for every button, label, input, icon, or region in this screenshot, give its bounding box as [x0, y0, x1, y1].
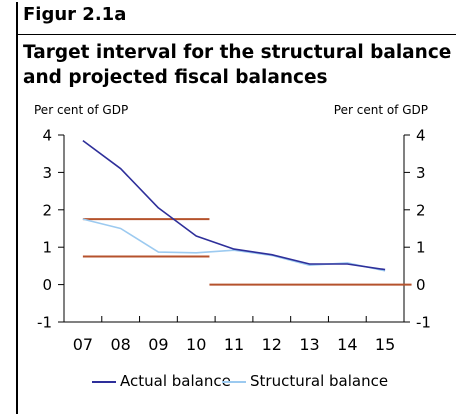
legend-item-structural: Structural balance	[222, 370, 388, 392]
y-axis-label-right: Per cent of GDP	[334, 103, 428, 117]
figure-title: Target interval for the structural balan…	[23, 40, 453, 90]
y-tick-label-left: 1	[42, 239, 52, 257]
legend-swatch-structural	[222, 380, 246, 383]
legend-label-structural: Structural balance	[250, 372, 389, 390]
y-tick-label-right: 2	[416, 201, 426, 219]
figure-title-line-1: Target interval for the structural balan…	[23, 42, 452, 63]
legend-label-actual: Actual balance	[120, 372, 231, 390]
y-axis-label-left: Per cent of GDP	[34, 103, 128, 117]
x-tick-label: 09	[148, 335, 168, 354]
y-tick-label-left: 3	[42, 164, 52, 182]
y-tick-label-right: 0	[416, 276, 426, 294]
x-tick-label: 14	[337, 335, 357, 354]
left-rule	[16, 2, 18, 414]
x-tick-label: 08	[110, 335, 130, 354]
divider-line	[16, 34, 456, 35]
x-tick-label: 07	[73, 335, 93, 354]
y-tick-label-left: 0	[42, 276, 52, 294]
x-tick-label: 10	[186, 335, 206, 354]
x-tick-label: 15	[375, 335, 395, 354]
x-tick-label: 13	[299, 335, 319, 354]
x-tick-label: 11	[224, 335, 244, 354]
y-tick-label-right: 4	[416, 127, 426, 145]
legend-item-actual: Actual balance	[92, 370, 231, 392]
y-tick-label-right: -1	[416, 314, 431, 332]
series-line-actual-balance	[82, 139, 386, 271]
x-tick-label: 12	[262, 335, 282, 354]
legend-swatch-actual	[92, 380, 116, 383]
y-tick-label-right: 1	[416, 239, 426, 257]
y-tick-label-right: 3	[416, 164, 426, 182]
figure-label: Figur 2.1a	[23, 4, 127, 25]
figure-title-line-2: and projected fiscal balances	[23, 67, 328, 88]
y-tick-label-left: -1	[37, 314, 52, 332]
y-tick-label-left: 4	[42, 127, 52, 145]
chart-legend: Actual balance Structural balance	[0, 370, 456, 392]
series-line-structural-balance	[82, 218, 386, 272]
y-tick-label-left: 2	[42, 201, 52, 219]
